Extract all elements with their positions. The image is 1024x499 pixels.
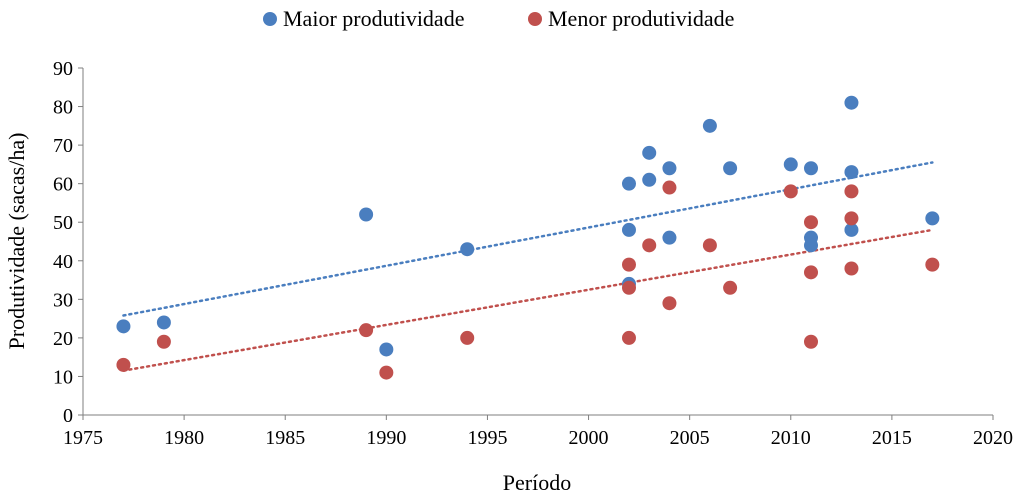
x-tick-label: 1975 <box>63 427 103 449</box>
point-series-1 <box>723 161 738 176</box>
point-series-1 <box>379 342 394 357</box>
point-series-2 <box>804 334 818 349</box>
point-series-1 <box>116 319 131 334</box>
point-series-1 <box>804 238 818 253</box>
point-series-2 <box>622 257 636 272</box>
y-tick-label: 50 <box>53 212 73 234</box>
y-tick-label: 0 <box>63 405 73 427</box>
data-points <box>116 95 940 380</box>
legend-marker <box>263 12 277 26</box>
x-tick-label: 1980 <box>164 427 204 449</box>
x-tick-label: 1995 <box>467 427 507 449</box>
point-series-2 <box>622 280 636 295</box>
point-series-2 <box>642 238 657 253</box>
y-tick-label: 60 <box>53 174 73 196</box>
point-series-2 <box>702 238 717 253</box>
point-series-2 <box>804 265 818 280</box>
x-tick-label: 2015 <box>872 427 912 449</box>
point-series-2 <box>662 180 677 195</box>
x-tick-label: 1985 <box>265 427 305 449</box>
legend-label: Menor produtividade <box>548 6 734 31</box>
point-series-2 <box>723 280 738 295</box>
point-series-2 <box>844 261 859 276</box>
y-axis-label: Produtividade (sacas/ha) <box>4 133 29 350</box>
point-series-2 <box>379 365 394 380</box>
y-tick-label: 30 <box>53 289 73 311</box>
point-series-1 <box>702 118 717 133</box>
x-tick-label: 2010 <box>771 427 811 449</box>
point-series-1 <box>622 176 636 191</box>
point-series-1 <box>622 222 636 237</box>
x-tick-label: 2020 <box>973 427 1013 449</box>
legend: Maior produtividade Menor produtividade <box>263 6 734 31</box>
x-tick-label: 2005 <box>670 427 710 449</box>
point-series-1 <box>662 230 677 245</box>
point-series-2 <box>156 334 171 349</box>
point-series-2 <box>844 211 859 226</box>
point-series-1 <box>359 207 374 222</box>
point-series-1 <box>844 222 859 237</box>
y-tick-label: 20 <box>53 328 73 350</box>
point-series-1 <box>844 165 859 180</box>
trendline-series-1 <box>122 161 934 317</box>
point-series-1 <box>642 145 657 160</box>
point-series-2 <box>359 323 374 338</box>
y-tick-label: 40 <box>53 251 73 273</box>
point-series-1 <box>844 95 859 110</box>
trendlines <box>122 161 934 372</box>
x-tick-label: 1990 <box>366 427 406 449</box>
point-series-2 <box>925 257 940 272</box>
point-series-2 <box>116 357 131 372</box>
y-tick-label: 70 <box>53 135 73 157</box>
x-tick-label: 2000 <box>569 427 609 449</box>
point-series-2 <box>804 215 818 230</box>
axes: 0 10 20 30 40 50 60 70 80 90 1975 1980 1985 1990 1995 2… <box>53 58 1013 449</box>
y-tick-label: 10 <box>53 366 73 388</box>
point-series-1 <box>460 242 475 257</box>
y-tick-label: 90 <box>53 58 73 80</box>
point-series-1 <box>156 315 171 330</box>
legend-label: Maior produtividade <box>283 6 464 31</box>
point-series-1 <box>804 161 818 176</box>
point-series-1 <box>925 211 940 226</box>
point-series-1 <box>642 172 657 187</box>
point-series-2 <box>662 296 677 311</box>
x-axis-label: Período <box>503 470 571 495</box>
trendline-series-2 <box>122 228 934 372</box>
point-series-2 <box>783 184 798 199</box>
point-series-1 <box>662 161 677 176</box>
y-tick-label: 80 <box>53 97 73 119</box>
legend-marker <box>528 12 542 26</box>
point-series-2 <box>460 330 475 345</box>
point-series-2 <box>622 330 636 345</box>
point-series-2 <box>844 184 859 199</box>
point-series-1 <box>783 157 798 172</box>
